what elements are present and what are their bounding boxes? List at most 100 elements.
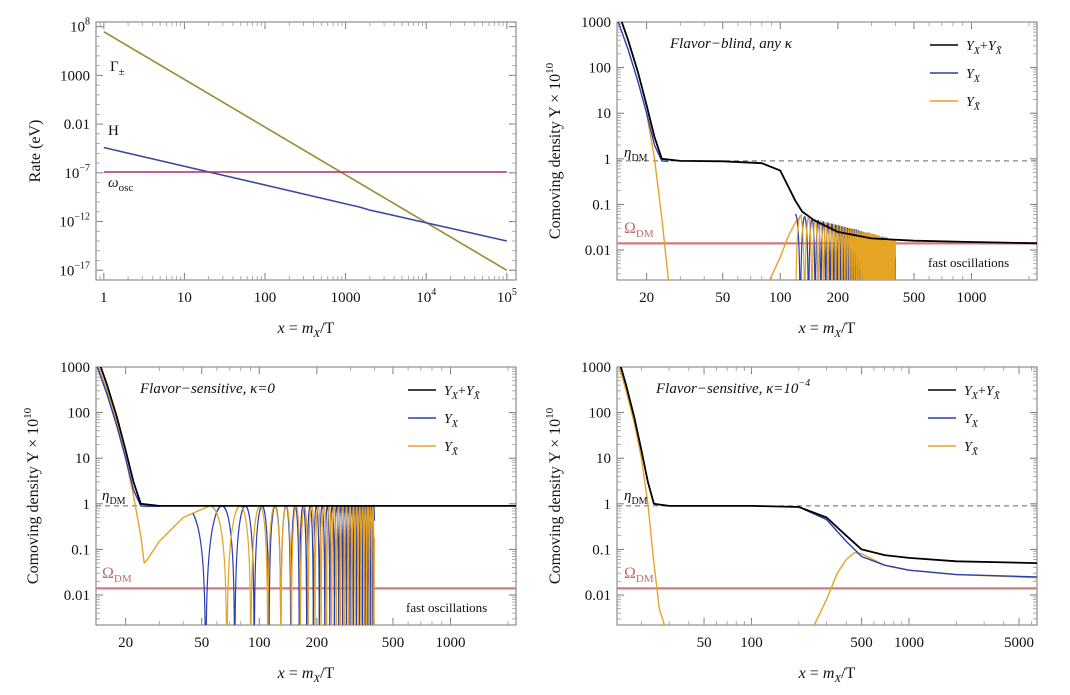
y-axis-label: Rate (eV)	[27, 120, 44, 183]
y-tick-label: 10−7	[64, 163, 90, 182]
legend-yx: YX	[444, 412, 459, 430]
x-tick-label: 50	[697, 635, 712, 651]
x-tick-label: 1000	[331, 290, 361, 306]
x-tick-label: 200	[827, 290, 850, 306]
ybar-drop-line	[645, 113, 670, 280]
y-tick-label: 100	[68, 406, 91, 422]
ybar-oscillation	[795, 215, 896, 280]
eta-dm-label: ηDM	[624, 145, 648, 164]
y-tick-label: 1000	[581, 15, 611, 31]
label-omega-osc: ωosc	[108, 175, 133, 194]
y-tick-label: 0.01	[64, 588, 90, 604]
y-tick-label: 0.1	[592, 542, 611, 558]
y-tick-label: 10−17	[59, 260, 90, 279]
legend-sum: YX+YX̄	[964, 384, 1001, 402]
x-tick-label: 5000	[1004, 635, 1034, 651]
legend: YX+YX̄ YX YX̄	[928, 384, 1001, 458]
x-axis-label: x = mX/T	[798, 320, 856, 340]
x-tick-label: 50	[194, 635, 209, 651]
yx-drop-line	[617, 22, 669, 162]
sum-line	[619, 367, 1037, 564]
x-tick-label: 104	[416, 287, 436, 306]
omega-dm-label: ΩDM	[102, 565, 132, 585]
y-axis-label: Comoving density Y × 1010	[544, 407, 564, 584]
panel-flavor-blind: 20 50 100 200 500 1000 1000 100 10 1 0.1 0.01 x = m…	[544, 15, 1038, 340]
legend: YX+YX̄ YX YX̄	[408, 384, 481, 458]
sum-line	[99, 367, 516, 507]
x-tick-label: 50	[715, 290, 730, 306]
series-line-gamma	[103, 31, 508, 271]
y-tick-label: 1000	[60, 360, 90, 376]
y-axis-label: Comoving density Y × 1010	[544, 62, 564, 239]
x-tick-label: 1	[100, 290, 108, 306]
panel-title: Flavor−blind, any κ	[669, 36, 793, 52]
y-tick-label: 0.1	[592, 197, 611, 213]
legend-sum: YX+YX̄	[444, 384, 481, 402]
fast-oscillations-label: fast oscillations	[406, 600, 487, 615]
y-tick-label: 0.1	[71, 542, 90, 558]
legend-yx: YX	[966, 67, 981, 85]
y-tick-label: 1000	[581, 360, 611, 376]
ybar-drop-line	[618, 367, 666, 625]
x-axis-label: x = mX/T	[798, 665, 856, 685]
panel-flavor-sensitive-k0: 20 50 100 200 500 1000 1000 100 10 1 0.1 0.01 x = m…	[22, 360, 517, 685]
x-tick-label: 10	[177, 290, 192, 306]
x-tick-label: 500	[903, 290, 926, 306]
x-tick-label: 1000	[436, 635, 466, 651]
x-tick-label: 200	[306, 635, 329, 651]
omega-dm-label: ΩDM	[624, 565, 654, 585]
y-tick-label: 1000	[60, 68, 90, 84]
yx-initial-line	[96, 367, 160, 507]
legend-sum: YX+YX̄	[966, 39, 1003, 57]
ybar-oscillation	[209, 504, 375, 625]
x-tick-label: 20	[639, 290, 654, 306]
legend-ybar: YX̄	[964, 440, 979, 458]
plot-frame	[616, 366, 1038, 626]
y-tick-label: 1	[83, 497, 91, 513]
x-tick-label: 1000	[957, 290, 987, 306]
panel-title: Flavor−sensitive, κ=0	[139, 381, 275, 397]
sum-line	[620, 22, 1037, 245]
panel-rates: 1 10 100 1000 104 105 108 1000 0.01 10−7 10−12 10−1…	[27, 17, 517, 340]
yx-line	[798, 506, 1037, 578]
x-axis-label: x = mX/T	[277, 320, 335, 340]
label-gamma: Γ±	[110, 59, 125, 78]
y-tick-label: 10	[596, 451, 611, 467]
series-line-hubble	[103, 146, 507, 242]
y-tick-label: 0.01	[585, 243, 611, 259]
panel-title: Flavor−sensitive, κ=10−4	[655, 378, 810, 397]
x-tick-label: 105	[497, 287, 517, 306]
omega-dm-label: ΩDM	[624, 220, 654, 240]
eta-dm-label: ηDM	[624, 488, 648, 507]
x-tick-label: 100	[740, 635, 763, 651]
fast-oscillations-label: fast oscillations	[928, 255, 1009, 270]
x-tick-label: 20	[118, 635, 133, 651]
panel-flavor-sensitive-k4: 50 100 500 1000 5000 1000 100 10 1 0.1 0.01 x = mX…	[544, 360, 1038, 685]
y-tick-label: 10	[596, 106, 611, 122]
x-tick-label: 100	[254, 290, 277, 306]
y-tick-label: 100	[589, 61, 612, 77]
y-tick-label: 1	[604, 152, 612, 168]
y-tick-label: 10−12	[59, 212, 90, 231]
plot-frame	[95, 21, 517, 281]
x-tick-label: 500	[850, 635, 873, 651]
y-tick-label: 1	[604, 497, 612, 513]
y-tick-label: 10	[75, 451, 90, 467]
x-tick-label: 100	[769, 290, 792, 306]
x-tick-label: 100	[248, 635, 271, 651]
x-axis-label: x = mX/T	[277, 665, 335, 685]
y-tick-label: 0.01	[585, 588, 611, 604]
y-axis-label: Comoving density Y × 1010	[22, 407, 42, 584]
x-tick-label: 1000	[894, 635, 924, 651]
legend: YX+YX̄ YX YX̄	[930, 39, 1003, 113]
legend-ybar: YX̄	[444, 440, 459, 458]
y-tick-label: 0.01	[64, 117, 90, 133]
legend-ybar: YX̄	[966, 95, 981, 113]
label-hubble: H	[108, 123, 119, 139]
y-tick-label: 108	[70, 17, 90, 36]
y-tick-label: 100	[589, 406, 612, 422]
eta-dm-label: ηDM	[102, 488, 126, 507]
legend-yx: YX	[964, 412, 979, 430]
x-tick-label: 500	[382, 635, 405, 651]
